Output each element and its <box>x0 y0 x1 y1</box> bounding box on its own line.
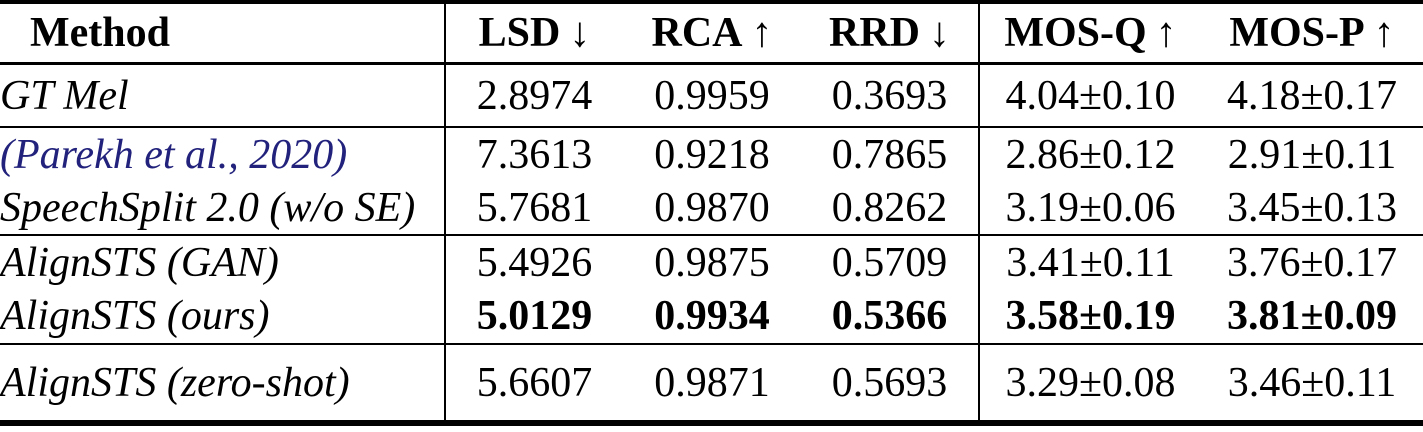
method-label: AlignSTS (zero-shot) <box>0 359 350 406</box>
col-header-rrd: RRD ↓ <box>801 4 979 62</box>
mosp-value: 3.76±0.17 <box>1226 239 1398 286</box>
group-rule <box>0 126 1423 128</box>
mosq-value: 3.41±0.11 <box>978 236 1201 289</box>
mosq-value: 3.19±0.06 <box>978 181 1201 234</box>
method-cell: AlignSTS (GAN) <box>0 236 445 289</box>
citation-link[interactable]: (Parekh et al., 2020) <box>0 131 348 178</box>
mosq-value: 3.58±0.19 <box>978 289 1201 343</box>
rrd-value: 0.8262 <box>831 184 948 231</box>
col-header-rrd-label: RRD <box>829 10 920 56</box>
col-header-rca: RCA ↑ <box>623 4 801 62</box>
lsd-value: 7.3613 <box>444 128 623 181</box>
col-header-lsd-label: LSD <box>478 10 561 56</box>
table-row-parekh: (Parekh et al., 2020) 7.3613 0.9218 0.78… <box>0 128 1423 181</box>
rca-value: 0.9934 <box>654 293 770 339</box>
method-label: AlignSTS (GAN) <box>0 239 279 286</box>
lsd-value: 5.7681 <box>444 181 623 234</box>
table-row-speechsplit: SpeechSplit 2.0 (w/o SE) 5.7681 0.9870 0… <box>0 181 1423 234</box>
up-arrow-icon: ↑ <box>1373 10 1395 56</box>
method-label: AlignSTS (ours) <box>0 293 270 339</box>
top-rule <box>0 0 1423 4</box>
col-header-lsd: LSD ↓ <box>444 4 623 62</box>
up-arrow-icon: ↑ <box>1155 10 1177 56</box>
method-cell: AlignSTS (ours) <box>0 289 445 343</box>
lsd-value: 5.4926 <box>444 236 623 289</box>
down-arrow-icon: ↓ <box>929 10 950 56</box>
method-cell: GT Mel <box>0 65 445 126</box>
method-label: SpeechSplit 2.0 (w/o SE) <box>0 184 416 231</box>
rrd-value: 0.5693 <box>831 359 948 406</box>
method-cell: SpeechSplit 2.0 (w/o SE) <box>0 181 445 234</box>
mosq-value: 2.86±0.12 <box>978 128 1201 181</box>
rca-value: 0.9218 <box>654 131 770 178</box>
rrd-value: 0.5366 <box>831 293 948 339</box>
rca-value: 0.9871 <box>654 359 770 406</box>
mosq-value: 3.29±0.08 <box>978 345 1201 420</box>
col-header-mosp-label: MOS-P <box>1229 10 1365 56</box>
mosp-value: 2.91±0.11 <box>1227 131 1397 178</box>
mosp-value: 3.45±0.13 <box>1226 184 1398 231</box>
table-row-alignsts-gan: AlignSTS (GAN) 5.4926 0.9875 0.5709 3.41… <box>0 236 1423 289</box>
mosp-value: 4.18±0.17 <box>1226 72 1398 119</box>
lsd-value: 2.8974 <box>444 65 623 126</box>
group-rule <box>0 234 1423 236</box>
rrd-value: 0.7865 <box>831 131 948 178</box>
header-rule <box>0 62 1423 65</box>
rrd-value: 0.5709 <box>831 239 948 286</box>
table-row-alignsts-ours: AlignSTS (ours) 5.0129 0.9934 0.5366 3.5… <box>0 289 1423 343</box>
header-row: Method LSD ↓ RCA ↑ RRD ↓ MOS-Q ↑ MOS-P ↑ <box>0 4 1423 62</box>
col-header-method-label: Method <box>30 10 170 56</box>
group-rule <box>0 343 1423 345</box>
rrd-value: 0.3693 <box>831 72 948 119</box>
rca-value: 0.9959 <box>654 72 770 119</box>
method-cell: (Parekh et al., 2020) <box>0 128 445 181</box>
lsd-value: 5.6607 <box>444 345 623 420</box>
mosp-value: 3.46±0.11 <box>1227 359 1397 406</box>
table-row-gt-mel: GT Mel 2.8974 0.9959 0.3693 4.04±0.10 4.… <box>0 65 1423 126</box>
col-header-rca-label: RCA <box>651 10 743 56</box>
rca-value: 0.9875 <box>654 239 770 286</box>
method-label: GT Mel <box>0 72 129 119</box>
col-header-mosq: MOS-Q ↑ <box>978 4 1201 62</box>
down-arrow-icon: ↓ <box>569 10 591 56</box>
mosp-value: 3.81±0.09 <box>1226 293 1398 339</box>
col-header-mosp: MOS-P ↑ <box>1201 4 1423 62</box>
col-header-method: Method <box>0 4 445 62</box>
table-row-alignsts-zeroshot: AlignSTS (zero-shot) 5.6607 0.9871 0.569… <box>0 345 1423 420</box>
lsd-value: 5.0129 <box>444 289 623 343</box>
rca-value: 0.9870 <box>654 184 770 231</box>
col-header-mosq-label: MOS-Q <box>1004 10 1147 56</box>
up-arrow-icon: ↑ <box>751 10 773 56</box>
method-cell: AlignSTS (zero-shot) <box>0 345 445 420</box>
bottom-rule <box>0 420 1423 426</box>
mosq-value: 4.04±0.10 <box>978 65 1201 126</box>
